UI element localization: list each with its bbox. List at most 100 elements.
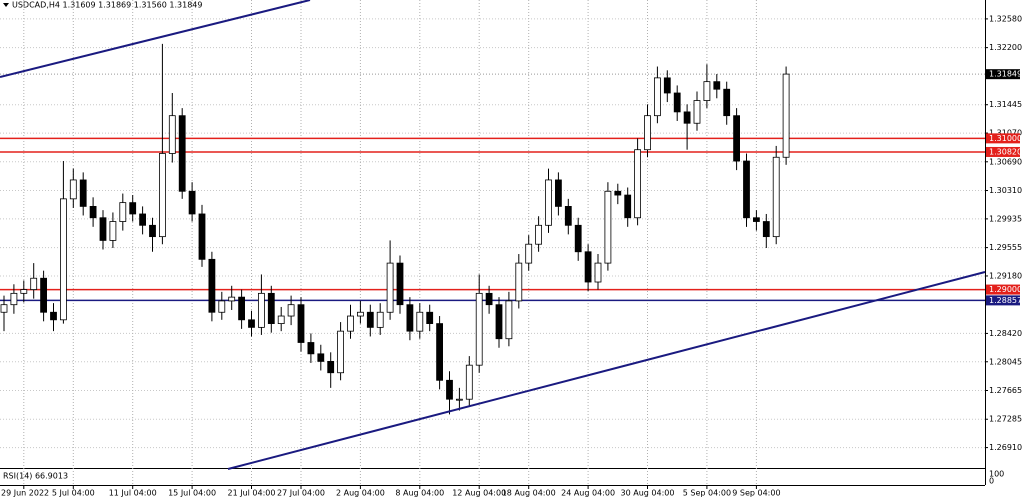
y-tick-label: 1.32200 xyxy=(989,43,1022,52)
y-tick-label: 1.26910 xyxy=(989,443,1022,452)
rsi-label: RSI(14) 66.9013 xyxy=(3,472,68,481)
candle-body xyxy=(753,217,760,222)
candle-body xyxy=(347,315,354,332)
candle-body xyxy=(634,149,641,219)
candle-body xyxy=(218,300,226,313)
x-tick-label: 15 Jul 04:00 xyxy=(168,489,216,498)
candle-body xyxy=(505,300,513,340)
y-tick-label: 1.29555 xyxy=(989,243,1022,252)
y-tick-label: 1.29180 xyxy=(989,271,1022,280)
candle-body xyxy=(723,88,731,117)
candle-body xyxy=(465,364,473,400)
rsi-tick-label: 0 xyxy=(989,477,994,486)
candle-body xyxy=(238,296,246,321)
candle-body xyxy=(574,224,582,253)
candle-body xyxy=(277,315,285,324)
candle-body xyxy=(317,353,325,362)
x-tick-label: 18 Aug 04:00 xyxy=(502,489,556,498)
candle-body xyxy=(584,251,592,283)
candle-body xyxy=(366,311,374,328)
x-tick-label: 2 Aug 04:00 xyxy=(336,489,385,498)
level-label: 1.31000 xyxy=(989,134,1022,143)
candle-body xyxy=(158,153,166,238)
trendline[interactable] xyxy=(0,0,311,78)
level-label: 1.29000 xyxy=(989,285,1022,294)
candle-body xyxy=(119,202,127,222)
candle-body xyxy=(762,221,770,238)
candle-body xyxy=(129,202,137,215)
candle-body xyxy=(782,73,790,158)
y-tick-label: 1.32580 xyxy=(989,14,1022,23)
level-tag xyxy=(986,284,1020,295)
candle-body xyxy=(79,179,87,207)
candle-body xyxy=(594,262,602,283)
x-tick-label: 9 Sep 04:00 xyxy=(732,489,780,498)
x-tick-label: 11 Jul 04:00 xyxy=(109,489,157,498)
candle-body xyxy=(703,81,711,101)
candle-body xyxy=(257,292,265,328)
candle-body xyxy=(644,115,651,151)
candle-body xyxy=(198,213,206,260)
candle-body xyxy=(356,311,364,317)
x-tick-label: 21 Jul 04:00 xyxy=(228,489,276,498)
candle-body xyxy=(168,115,176,154)
y-tick-label: 1.30310 xyxy=(989,186,1022,195)
candle-body xyxy=(337,330,345,374)
candle-body xyxy=(0,304,8,313)
candle-body xyxy=(376,311,384,328)
candle-body xyxy=(188,190,196,215)
x-tick-label: 5 Sep 04:00 xyxy=(683,489,731,498)
candle-body xyxy=(109,221,117,241)
candle-body xyxy=(327,360,335,374)
candle-body xyxy=(178,115,186,192)
candle-body xyxy=(733,115,740,162)
y-tick-label: 1.28420 xyxy=(989,329,1022,338)
price-tag xyxy=(986,69,1020,80)
y-tick-label: 1.27285 xyxy=(989,415,1022,424)
candle-body xyxy=(564,206,572,226)
candle-body xyxy=(69,179,77,200)
candle-body xyxy=(624,194,632,219)
y-tick-label: 1.28045 xyxy=(989,357,1022,366)
candle-body xyxy=(89,206,97,219)
y-tick-label: 1.31445 xyxy=(989,100,1022,109)
level-tag xyxy=(986,146,1020,157)
candle-body xyxy=(436,323,444,381)
x-tick-label: 24 Aug 04:00 xyxy=(561,489,615,498)
candle-body xyxy=(426,311,434,324)
candle-body xyxy=(683,111,691,124)
candle-body xyxy=(396,262,404,306)
candle-body xyxy=(406,304,414,332)
candle-body xyxy=(99,217,107,241)
candle-body xyxy=(743,160,750,219)
candle-body xyxy=(386,262,394,313)
candle-body xyxy=(693,100,701,124)
candle-body xyxy=(228,296,236,302)
y-tick-label: 1.29935 xyxy=(989,214,1022,223)
level-label: 1.30820 xyxy=(989,147,1022,156)
x-tick-label: 29 Jun 2022 xyxy=(1,489,49,498)
level-label: 1.28857 xyxy=(989,296,1022,305)
candle-body xyxy=(713,81,721,90)
candle-body xyxy=(604,190,612,264)
x-tick-label: 8 Aug 04:00 xyxy=(395,489,444,498)
candle-body xyxy=(50,311,57,321)
y-tick-label: 1.30690 xyxy=(989,157,1022,166)
candle-body xyxy=(772,156,780,238)
candle-body xyxy=(555,179,562,207)
candle-body xyxy=(614,190,622,196)
candle-body xyxy=(545,179,552,226)
price-label: 1.31849 xyxy=(989,70,1022,79)
candle-body xyxy=(455,398,463,401)
candle-body xyxy=(535,224,542,245)
candle-body xyxy=(307,342,315,355)
candle-body xyxy=(297,304,305,343)
candle-body xyxy=(485,292,493,306)
candle-body xyxy=(525,243,533,264)
chart-title: USDCAD,H4 1.31609 1.31869 1.31560 1.3184… xyxy=(12,1,202,10)
candle-body xyxy=(10,292,18,306)
menu-arrow[interactable] xyxy=(3,3,9,7)
trendline[interactable] xyxy=(227,271,986,470)
x-tick-label: 27 Jul 04:00 xyxy=(277,489,325,498)
